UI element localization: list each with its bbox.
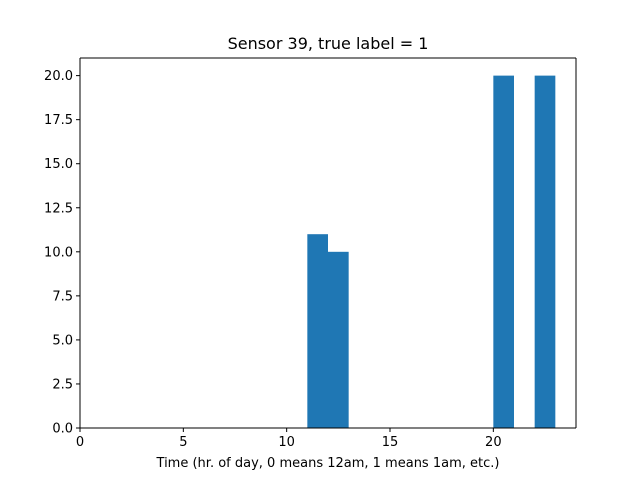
x-tick-label: 5: [179, 435, 187, 450]
x-tick-label: 0: [76, 435, 84, 450]
bar-2: [493, 75, 514, 428]
bar-1: [328, 251, 349, 428]
bar-0: [307, 234, 328, 428]
y-tick-label: 10.0: [44, 245, 73, 260]
x-tick-label: 20: [485, 435, 502, 450]
y-tick-label: 2.5: [52, 377, 73, 392]
y-tick-label: 20.0: [44, 69, 73, 84]
x-tick-label: 10: [278, 435, 295, 450]
bar-3: [534, 75, 556, 428]
y-tick-label: 12.5: [44, 201, 73, 216]
y-tick-label: 5.0: [52, 333, 73, 348]
chart-title: Sensor 39, true label = 1: [228, 34, 429, 53]
x-tick-label: 15: [382, 435, 399, 450]
y-tick-label: 7.5: [52, 289, 73, 304]
ticks-layer: 0 5 10 15 20 0.0 2.5 5.0 7.5 10.0 12.5 15.0 17.5 20.0: [44, 69, 502, 450]
x-axis-label: Time (hr. of day, 0 means 12am, 1 means …: [156, 456, 500, 471]
bars-layer: [307, 75, 556, 428]
y-tick-label: 0.0: [52, 422, 73, 437]
y-tick-label: 17.5: [44, 113, 73, 128]
y-tick-label: 15.0: [44, 157, 73, 172]
